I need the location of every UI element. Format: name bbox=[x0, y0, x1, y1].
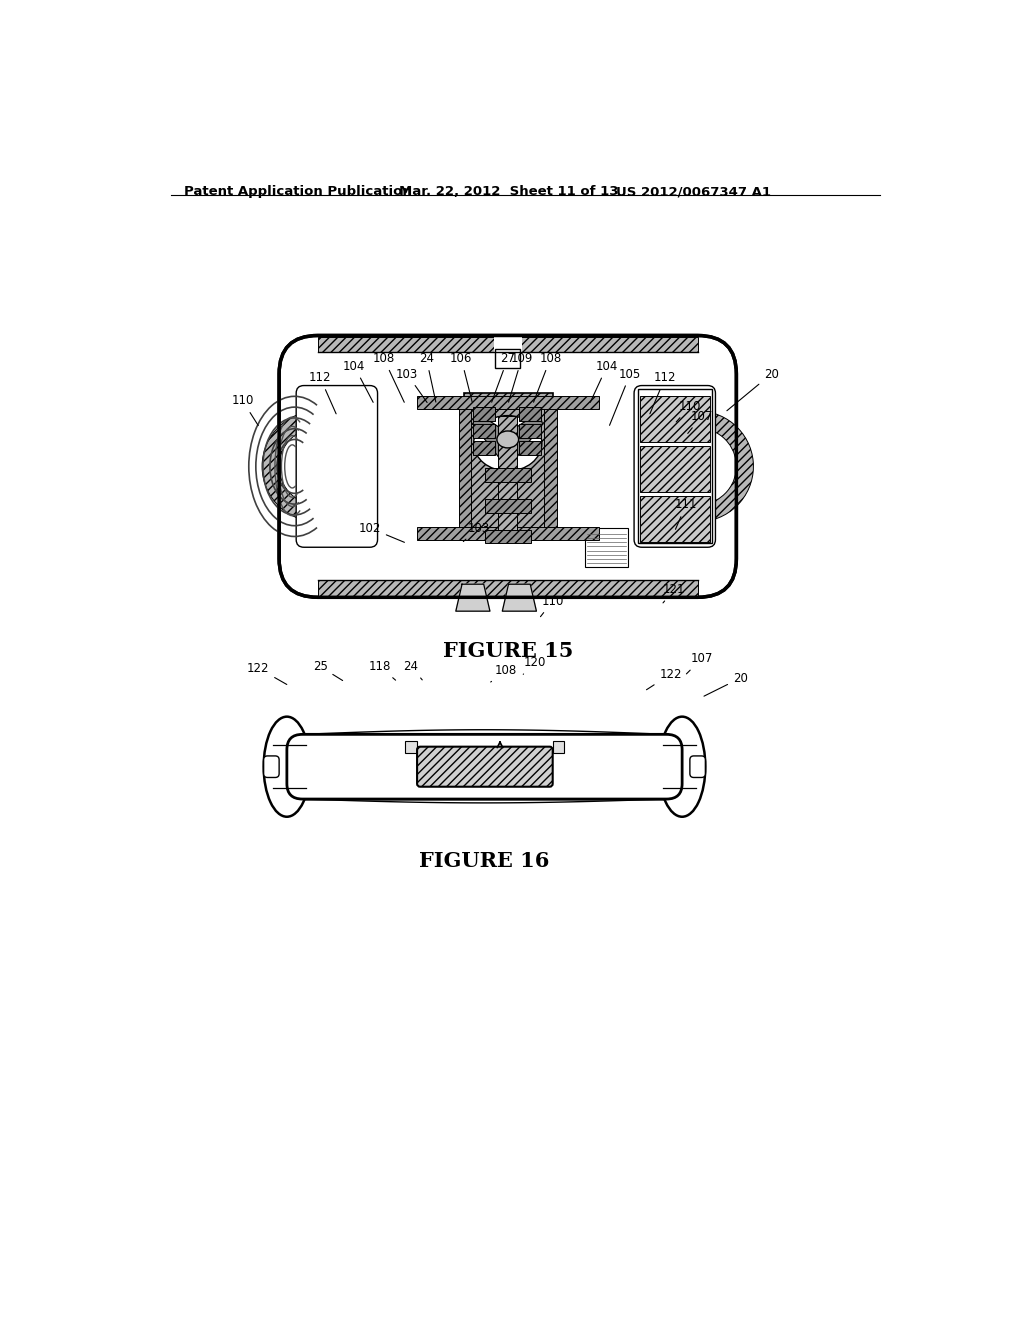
Bar bbox=[586, 528, 628, 566]
Text: 112: 112 bbox=[650, 371, 676, 413]
Text: 122: 122 bbox=[646, 668, 682, 690]
Bar bbox=[459, 401, 471, 536]
Text: 107: 107 bbox=[688, 409, 713, 433]
Text: 122: 122 bbox=[247, 661, 287, 685]
Bar bbox=[484, 469, 531, 482]
Text: 102: 102 bbox=[358, 521, 404, 543]
Text: 104: 104 bbox=[343, 360, 373, 403]
Text: 118: 118 bbox=[369, 660, 395, 680]
Text: 25: 25 bbox=[312, 660, 343, 681]
Bar bbox=[464, 393, 553, 540]
Text: Patent Application Publication: Patent Application Publication bbox=[183, 185, 412, 198]
Text: 20: 20 bbox=[727, 367, 778, 411]
Bar bbox=[417, 396, 599, 409]
Ellipse shape bbox=[497, 430, 518, 447]
Text: US 2012/0067347 A1: US 2012/0067347 A1 bbox=[616, 185, 771, 198]
Text: 103: 103 bbox=[463, 521, 489, 541]
FancyBboxPatch shape bbox=[280, 335, 736, 598]
Bar bbox=[638, 389, 712, 544]
Text: 106: 106 bbox=[451, 352, 472, 403]
Polygon shape bbox=[515, 412, 543, 459]
Bar bbox=[519, 424, 541, 438]
Bar bbox=[473, 424, 495, 438]
Text: 108: 108 bbox=[373, 352, 404, 403]
FancyBboxPatch shape bbox=[263, 756, 280, 777]
Bar bbox=[484, 734, 682, 799]
Bar bbox=[553, 741, 564, 752]
Ellipse shape bbox=[658, 717, 706, 817]
Bar bbox=[640, 396, 710, 442]
Bar bbox=[499, 416, 517, 536]
Text: Mar. 22, 2012  Sheet 11 of 13: Mar. 22, 2012 Sheet 11 of 13 bbox=[399, 185, 618, 198]
Text: 120: 120 bbox=[523, 656, 546, 675]
Bar bbox=[519, 407, 541, 421]
Text: 108: 108 bbox=[534, 352, 561, 403]
Bar bbox=[640, 446, 710, 492]
Text: 110: 110 bbox=[676, 400, 701, 422]
Text: 108: 108 bbox=[490, 664, 517, 682]
Bar bbox=[417, 527, 599, 540]
Bar bbox=[473, 407, 495, 421]
Text: 105: 105 bbox=[609, 367, 641, 425]
Bar bbox=[406, 741, 417, 752]
Text: 24: 24 bbox=[419, 352, 436, 403]
FancyBboxPatch shape bbox=[296, 385, 378, 548]
Text: 24: 24 bbox=[403, 660, 422, 680]
Bar bbox=[484, 529, 531, 544]
FancyBboxPatch shape bbox=[287, 734, 682, 799]
Bar bbox=[494, 335, 521, 352]
Text: 110: 110 bbox=[231, 395, 258, 425]
Polygon shape bbox=[456, 585, 489, 611]
Text: 103: 103 bbox=[396, 367, 427, 403]
Bar bbox=[317, 337, 697, 352]
Text: FIGURE 16: FIGURE 16 bbox=[419, 850, 550, 871]
Ellipse shape bbox=[263, 717, 310, 817]
Bar bbox=[287, 734, 484, 799]
Polygon shape bbox=[503, 585, 537, 611]
Bar bbox=[519, 441, 541, 455]
Text: 104: 104 bbox=[590, 360, 618, 403]
Bar bbox=[317, 581, 697, 595]
Text: 121: 121 bbox=[663, 583, 686, 603]
FancyBboxPatch shape bbox=[690, 756, 706, 777]
Bar bbox=[640, 496, 710, 543]
Text: 110: 110 bbox=[541, 594, 564, 616]
Ellipse shape bbox=[474, 416, 542, 471]
Wedge shape bbox=[693, 411, 754, 521]
Text: 112: 112 bbox=[309, 371, 336, 413]
Wedge shape bbox=[262, 411, 323, 521]
Text: FIGURE 15: FIGURE 15 bbox=[442, 642, 573, 661]
Text: 111: 111 bbox=[675, 499, 697, 529]
Bar bbox=[473, 441, 495, 455]
Polygon shape bbox=[473, 412, 500, 459]
Bar bbox=[484, 499, 531, 512]
Bar bbox=[544, 401, 557, 536]
FancyBboxPatch shape bbox=[417, 747, 553, 787]
Text: 20: 20 bbox=[703, 672, 748, 696]
Text: 109: 109 bbox=[509, 352, 532, 403]
Text: 27: 27 bbox=[492, 352, 515, 403]
Bar bbox=[496, 348, 520, 368]
Text: 107: 107 bbox=[686, 652, 713, 675]
FancyBboxPatch shape bbox=[634, 385, 716, 548]
